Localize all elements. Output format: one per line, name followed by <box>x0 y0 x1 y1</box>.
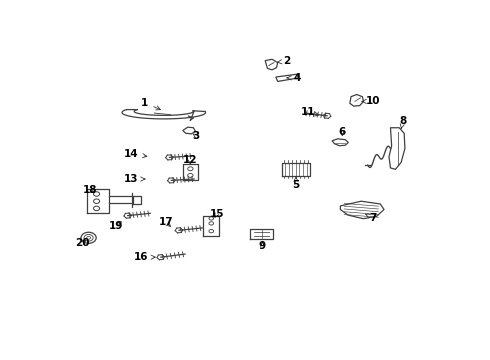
Text: 13: 13 <box>124 174 145 184</box>
Text: 9: 9 <box>259 240 266 251</box>
Text: 7: 7 <box>366 213 376 223</box>
Text: 12: 12 <box>183 155 197 165</box>
Text: 19: 19 <box>109 221 123 231</box>
Text: 2: 2 <box>277 56 291 66</box>
Text: 20: 20 <box>75 238 89 248</box>
Text: 5: 5 <box>293 177 299 190</box>
Text: 3: 3 <box>193 131 200 141</box>
Text: 4: 4 <box>287 73 300 83</box>
Text: 18: 18 <box>82 185 97 195</box>
Text: 15: 15 <box>210 209 224 219</box>
Text: 16: 16 <box>134 252 155 262</box>
Text: 17: 17 <box>158 217 173 227</box>
Text: 14: 14 <box>124 149 147 159</box>
Text: 10: 10 <box>362 96 380 107</box>
Text: 1: 1 <box>141 98 160 110</box>
Text: 6: 6 <box>339 127 346 137</box>
Text: 8: 8 <box>399 116 407 129</box>
Text: 11: 11 <box>301 108 318 117</box>
